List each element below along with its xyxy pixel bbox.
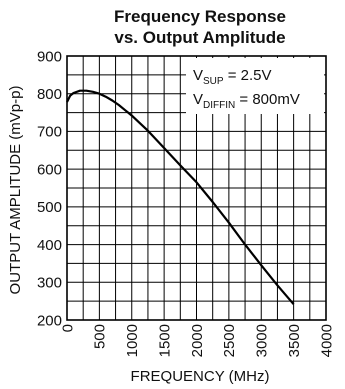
y-tick-label: 400 <box>37 237 62 254</box>
chart-subtitle: vs. Output Amplitude <box>114 28 285 47</box>
series-line <box>66 89 295 305</box>
annotation-label: VSUP = 2.5V <box>193 67 272 87</box>
y-tick-label: 500 <box>37 199 62 216</box>
x-tick-label: 4000 <box>318 324 335 357</box>
x-tick-label: 1500 <box>156 324 173 357</box>
y-tick-label: 600 <box>37 161 62 178</box>
y-tick-labels: 200 300 400 500 600 700 800 900 <box>37 48 62 329</box>
x-tick-label: 1000 <box>124 324 141 357</box>
y-tick-label: 300 <box>37 275 62 292</box>
annotation-group: VSUP = 2.5V VDIFFIN = 800mV <box>186 58 324 114</box>
annotation-background <box>186 58 324 114</box>
x-tick-label: 3000 <box>254 324 271 357</box>
y-tick-label: 800 <box>37 86 62 103</box>
plot-frame <box>66 55 327 321</box>
x-tick-label: 2000 <box>189 324 206 357</box>
x-axis-label: FREQUENCY (MHz) <box>131 368 270 385</box>
y-tick-label: 200 <box>37 312 62 329</box>
series-group <box>66 89 295 305</box>
x-tick-label: 3500 <box>286 324 303 357</box>
y-axis-label: OUTPUT AMPLITUDE (mVp-p) <box>7 86 24 295</box>
x-tick-label: 500 <box>92 324 109 349</box>
y-tick-label: 700 <box>37 124 62 141</box>
chart-title: Frequency Response <box>114 7 286 26</box>
x-tick-labels: 0 500 1000 1500 2000 2500 3000 3500 4000 <box>59 324 335 357</box>
y-tick-label: 900 <box>37 48 62 65</box>
x-tick-label: 2500 <box>221 324 238 357</box>
annotation-label: VDIFFIN = 800mV <box>193 91 300 111</box>
x-tick-label: 0 <box>59 324 76 332</box>
